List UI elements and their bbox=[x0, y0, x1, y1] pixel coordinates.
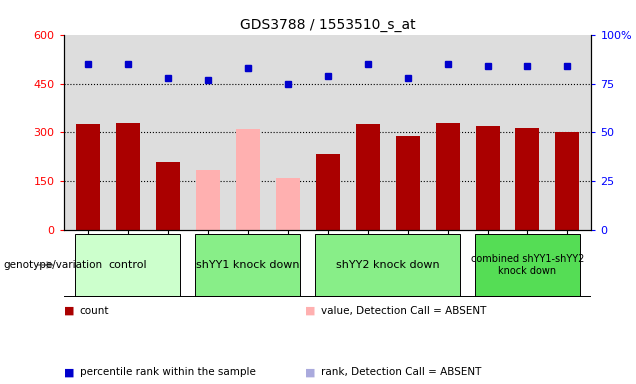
Text: ■: ■ bbox=[64, 367, 74, 377]
Bar bbox=[356, 124, 380, 230]
Bar bbox=[76, 124, 100, 230]
Bar bbox=[75, 234, 181, 296]
Text: shYY2 knock down: shYY2 knock down bbox=[336, 260, 439, 270]
Bar bbox=[315, 234, 460, 296]
Bar bbox=[396, 136, 420, 230]
Bar bbox=[235, 129, 259, 230]
Text: shYY1 knock down: shYY1 knock down bbox=[196, 260, 300, 270]
Bar bbox=[315, 154, 340, 230]
Bar bbox=[436, 123, 459, 230]
Bar bbox=[275, 178, 300, 230]
Text: count: count bbox=[80, 306, 109, 316]
Bar bbox=[156, 162, 179, 230]
Bar bbox=[516, 127, 539, 230]
Bar bbox=[195, 234, 300, 296]
Bar bbox=[196, 170, 219, 230]
Bar bbox=[474, 234, 580, 296]
Text: ■: ■ bbox=[305, 367, 316, 377]
Text: ■: ■ bbox=[305, 306, 316, 316]
Text: rank, Detection Call = ABSENT: rank, Detection Call = ABSENT bbox=[321, 367, 481, 377]
Bar bbox=[476, 126, 499, 230]
Text: combined shYY1-shYY2
knock down: combined shYY1-shYY2 knock down bbox=[471, 254, 584, 276]
Bar bbox=[116, 123, 139, 230]
Text: ■: ■ bbox=[64, 306, 74, 316]
Text: genotype/variation: genotype/variation bbox=[3, 260, 102, 270]
Text: control: control bbox=[108, 260, 147, 270]
Text: value, Detection Call = ABSENT: value, Detection Call = ABSENT bbox=[321, 306, 487, 316]
Title: GDS3788 / 1553510_s_at: GDS3788 / 1553510_s_at bbox=[240, 18, 415, 32]
Bar bbox=[555, 132, 579, 230]
Text: percentile rank within the sample: percentile rank within the sample bbox=[80, 367, 256, 377]
